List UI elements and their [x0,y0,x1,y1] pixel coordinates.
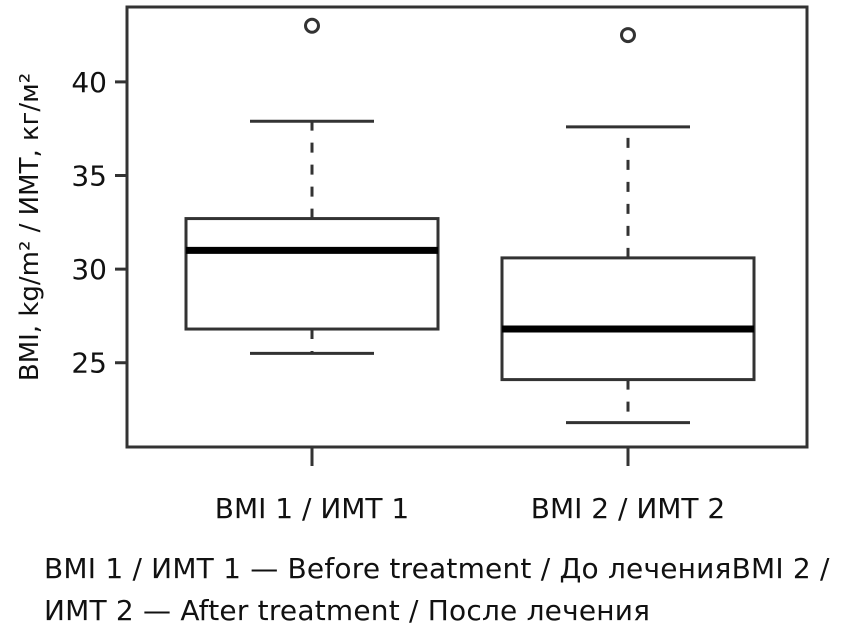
outlier-point [620,27,636,44]
caption-before-treatment: BMI 1 / ИМТ 1 — Before treatment / До ле… [44,552,732,585]
outlier-point [304,17,320,34]
box-plot: 25 30 35 40 BMI 1 / ИМТ 1 BMI 2 / ИМТ 2 BMI,… [15,5,809,525]
iqr-box [184,217,440,331]
x-tick-label-1: BMI 1 / ИМТ 1 [215,492,410,525]
y-axis: 25 30 35 40 [71,66,127,380]
y-tick-label-40: 40 [71,66,107,99]
plot-frame [125,5,809,449]
figure-caption: BMI 1 / ИМТ 1 — Before treatment / До ле… [44,548,844,632]
y-axis-label: BMI, kg/m² / ИМТ, кг/м² [15,73,45,381]
x-axis: BMI 1 / ИМТ 1 BMI 2 / ИМТ 2 [215,447,726,525]
boxes [184,17,756,425]
x-tick-label-2: BMI 2 / ИМТ 2 [531,492,726,525]
box-2 [500,27,756,425]
iqr-box [500,256,756,382]
caption-after-treatment: BMI 2 / ИМТ 2 — After treatment / После … [44,552,830,627]
box-1 [184,17,440,355]
y-tick-label-30: 30 [71,253,107,286]
y-tick-label-25: 25 [71,347,107,380]
y-tick-label-35: 35 [71,160,107,193]
